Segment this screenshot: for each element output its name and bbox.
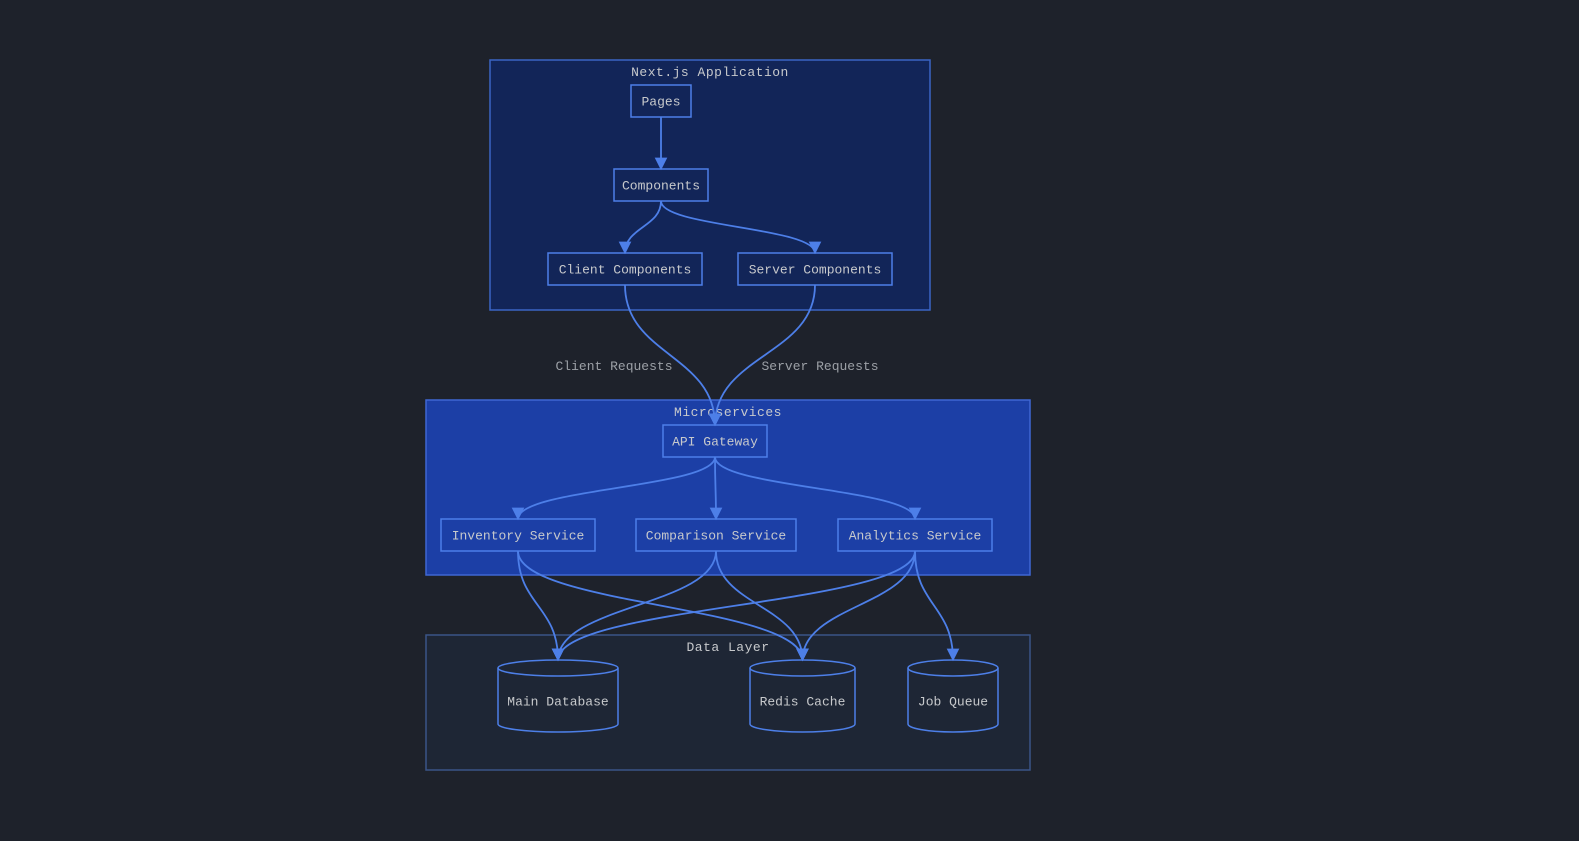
- architecture-diagram: Next.js Application Microservices Data Lay…: [0, 0, 1579, 841]
- node-label-redis: Redis Cache: [760, 694, 846, 709]
- node-label-serverc: Server Components: [749, 262, 882, 277]
- edge-label-clientc-gateway: Client Requests: [555, 359, 672, 374]
- node-label-components: Components: [622, 178, 700, 193]
- node-label-queue: Job Queue: [918, 694, 988, 709]
- edge-gateway-comparison: [715, 457, 716, 519]
- node-label-maindb: Main Database: [507, 694, 608, 709]
- subgraph-title-microservices: Microservices: [674, 405, 782, 420]
- node-label-gateway: API Gateway: [672, 434, 758, 449]
- subgraph-microservices: Microservices: [426, 400, 1030, 575]
- subgraph-title-nextjs: Next.js Application: [631, 65, 789, 80]
- node-label-pages: Pages: [641, 94, 680, 109]
- node-label-comparison: Comparison Service: [646, 528, 786, 543]
- node-label-analytics: Analytics Service: [849, 528, 982, 543]
- subgraph-title-datalayer: Data Layer: [686, 640, 769, 655]
- node-label-clientc: Client Components: [559, 262, 692, 277]
- node-label-inventory: Inventory Service: [452, 528, 585, 543]
- edge-label-serverc-gateway: Server Requests: [761, 359, 878, 374]
